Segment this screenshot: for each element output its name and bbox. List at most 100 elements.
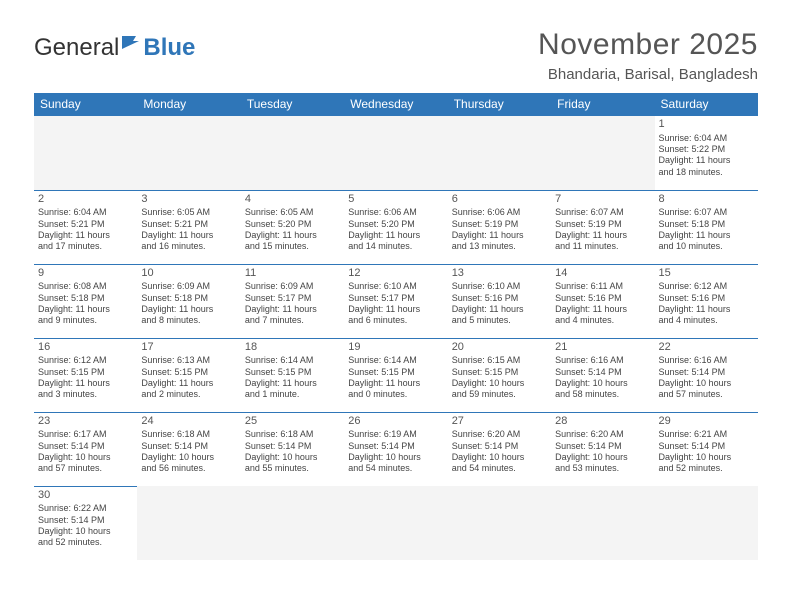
daylight-text-2: and 52 minutes. [38,537,133,548]
calendar-cell: 7Sunrise: 6:07 AMSunset: 5:19 PMDaylight… [551,190,654,264]
daylight-text-2: and 2 minutes. [141,389,236,400]
day-number: 15 [659,267,754,281]
daylight-text-1: Daylight: 11 hours [348,230,443,241]
daylight-text-2: and 15 minutes. [245,241,340,252]
daylight-text-2: and 4 minutes. [555,315,650,326]
sunset-text: Sunset: 5:18 PM [38,293,133,304]
daylight-text-1: Daylight: 11 hours [141,230,236,241]
sunrise-text: Sunrise: 6:06 AM [452,207,547,218]
daylight-text-1: Daylight: 11 hours [659,230,754,241]
sunset-text: Sunset: 5:15 PM [141,367,236,378]
daylight-text-2: and 14 minutes. [348,241,443,252]
location-text: Bhandaria, Barisal, Bangladesh [538,66,758,83]
calendar-week: 2Sunrise: 6:04 AMSunset: 5:21 PMDaylight… [34,190,758,264]
day-header: Sunday [34,93,137,116]
sunrise-text: Sunrise: 6:20 AM [452,429,547,440]
sunset-text: Sunset: 5:14 PM [348,441,443,452]
logo: General Blue [34,34,195,62]
daylight-text-1: Daylight: 11 hours [245,304,340,315]
calendar-cell: 26Sunrise: 6:19 AMSunset: 5:14 PMDayligh… [344,412,447,486]
daylight-text-1: Daylight: 11 hours [38,230,133,241]
day-number: 17 [141,341,236,355]
daylight-text-2: and 10 minutes. [659,241,754,252]
day-number: 8 [659,193,754,207]
daylight-text-2: and 6 minutes. [348,315,443,326]
calendar-cell: 14Sunrise: 6:11 AMSunset: 5:16 PMDayligh… [551,264,654,338]
sunset-text: Sunset: 5:15 PM [452,367,547,378]
daylight-text-2: and 58 minutes. [555,389,650,400]
daylight-text-2: and 54 minutes. [348,463,443,474]
daylight-text-2: and 53 minutes. [555,463,650,474]
sunrise-text: Sunrise: 6:15 AM [452,355,547,366]
daylight-text-2: and 18 minutes. [659,167,754,178]
day-number: 28 [555,415,650,429]
daylight-text-2: and 59 minutes. [452,389,547,400]
sunset-text: Sunset: 5:14 PM [38,441,133,452]
sunrise-text: Sunrise: 6:18 AM [141,429,236,440]
calendar-cell: 1Sunrise: 6:04 AMSunset: 5:22 PMDaylight… [655,116,758,190]
daylight-text-1: Daylight: 10 hours [452,452,547,463]
day-header: Thursday [448,93,551,116]
day-number: 27 [452,415,547,429]
calendar-cell: 2Sunrise: 6:04 AMSunset: 5:21 PMDaylight… [34,190,137,264]
day-header: Friday [551,93,654,116]
logo-text-1: General [34,34,119,62]
sunset-text: Sunset: 5:15 PM [348,367,443,378]
daylight-text-1: Daylight: 10 hours [659,378,754,389]
daylight-text-1: Daylight: 10 hours [38,452,133,463]
daylight-text-2: and 1 minute. [245,389,340,400]
sunset-text: Sunset: 5:20 PM [245,219,340,230]
day-number: 30 [38,489,133,503]
day-header: Monday [137,93,240,116]
daylight-text-2: and 4 minutes. [659,315,754,326]
sunset-text: Sunset: 5:14 PM [555,367,650,378]
daylight-text-2: and 54 minutes. [452,463,547,474]
sunset-text: Sunset: 5:15 PM [245,367,340,378]
sunrise-text: Sunrise: 6:20 AM [555,429,650,440]
sunset-text: Sunset: 5:21 PM [141,219,236,230]
sunset-text: Sunset: 5:16 PM [452,293,547,304]
sunrise-text: Sunrise: 6:22 AM [38,503,133,514]
sunset-text: Sunset: 5:14 PM [141,441,236,452]
daylight-text-1: Daylight: 11 hours [38,378,133,389]
sunset-text: Sunset: 5:20 PM [348,219,443,230]
sunrise-text: Sunrise: 6:14 AM [348,355,443,366]
daylight-text-1: Daylight: 11 hours [141,378,236,389]
page-title: November 2025 [538,28,758,62]
calendar-body: 1Sunrise: 6:04 AMSunset: 5:22 PMDaylight… [34,116,758,560]
calendar-cell: 12Sunrise: 6:10 AMSunset: 5:17 PMDayligh… [344,264,447,338]
sunrise-text: Sunrise: 6:07 AM [659,207,754,218]
sunset-text: Sunset: 5:17 PM [245,293,340,304]
calendar-cell-empty [551,116,654,190]
daylight-text-1: Daylight: 11 hours [659,304,754,315]
daylight-text-1: Daylight: 11 hours [452,230,547,241]
daylight-text-1: Daylight: 10 hours [555,378,650,389]
daylight-text-1: Daylight: 10 hours [452,378,547,389]
day-number: 18 [245,341,340,355]
daylight-text-2: and 55 minutes. [245,463,340,474]
day-number: 11 [245,267,340,281]
sunrise-text: Sunrise: 6:16 AM [659,355,754,366]
day-number: 12 [348,267,443,281]
sunrise-text: Sunrise: 6:07 AM [555,207,650,218]
calendar-cell: 19Sunrise: 6:14 AMSunset: 5:15 PMDayligh… [344,338,447,412]
daylight-text-1: Daylight: 10 hours [38,526,133,537]
daylight-text-2: and 56 minutes. [141,463,236,474]
day-number: 4 [245,193,340,207]
daylight-text-2: and 11 minutes. [555,241,650,252]
daylight-text-1: Daylight: 11 hours [245,230,340,241]
sunrise-text: Sunrise: 6:10 AM [452,281,547,292]
calendar-cell: 23Sunrise: 6:17 AMSunset: 5:14 PMDayligh… [34,412,137,486]
daylight-text-1: Daylight: 11 hours [245,378,340,389]
sunrise-text: Sunrise: 6:05 AM [141,207,236,218]
calendar-cell-empty [344,116,447,190]
daylight-text-2: and 7 minutes. [245,315,340,326]
sunrise-text: Sunrise: 6:17 AM [38,429,133,440]
daylight-text-1: Daylight: 10 hours [659,452,754,463]
day-number: 21 [555,341,650,355]
sunset-text: Sunset: 5:16 PM [555,293,650,304]
header: General Blue November 2025 Bhandaria, Ba… [34,28,758,83]
calendar-cell: 4Sunrise: 6:05 AMSunset: 5:20 PMDaylight… [241,190,344,264]
sunrise-text: Sunrise: 6:10 AM [348,281,443,292]
daylight-text-2: and 13 minutes. [452,241,547,252]
